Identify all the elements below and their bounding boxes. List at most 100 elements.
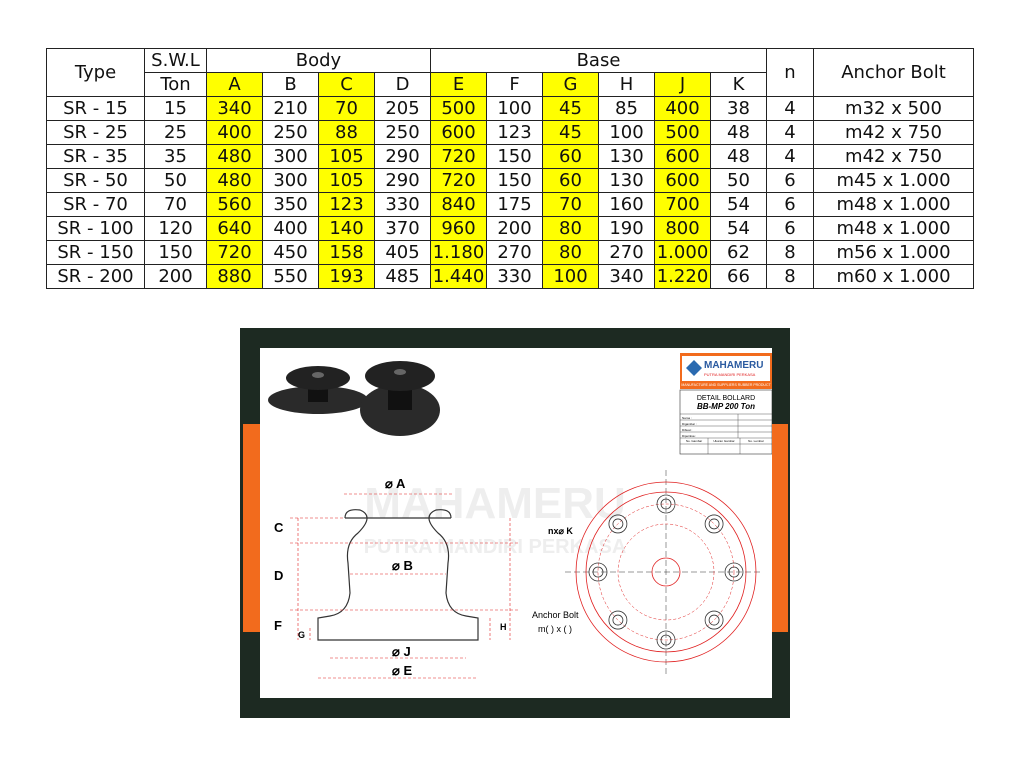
table-cell: 4 <box>766 96 814 121</box>
bolt-hole <box>656 630 676 650</box>
logo-sub: PUTRA MANDIRI PERKASA <box>704 372 756 377</box>
table-cell: 480 <box>206 144 263 169</box>
table-cell: 60 <box>542 144 599 169</box>
table-row: SR - 70 70 560 350 123 330 840 175 70 160 700 54 6 m4… <box>46 192 974 217</box>
table-cell: 150 <box>486 168 543 193</box>
header-swl: S.W.L <box>144 48 207 73</box>
label-d: D <box>274 568 283 583</box>
table-cell: 290 <box>374 144 431 169</box>
bolt-hole <box>704 514 724 534</box>
table-cell: 62 <box>710 240 767 265</box>
header-col-b: B <box>262 72 319 97</box>
table-cell: SR - 50 <box>46 168 145 193</box>
bolt-hole <box>708 614 720 626</box>
table-cell: 150 <box>144 240 207 265</box>
table-cell: 175 <box>486 192 543 217</box>
table-cell: 45 <box>542 120 599 145</box>
bolt-hole <box>612 614 624 626</box>
drawing-model: BB-MP 200 Ton <box>697 402 755 411</box>
bollard-profile <box>317 509 479 641</box>
label-anchor-bolt: Anchor Bolt <box>532 610 579 620</box>
table-cell: m48 x 1.000 <box>813 192 974 217</box>
table-cell: m32 x 500 <box>813 96 974 121</box>
table-cell: 66 <box>710 264 767 289</box>
table-cell: 405 <box>374 240 431 265</box>
table-cell: 50 <box>710 168 767 193</box>
table-row: SR - 50 50 480 300 105 290 720 150 60 130 600 50 6 m4… <box>46 168 974 193</box>
header-col-h: H <box>598 72 655 97</box>
bolt-hole <box>660 634 672 646</box>
table-cell: 300 <box>262 144 319 169</box>
table-cell: SR - 25 <box>46 120 145 145</box>
label-j: ⌀ J <box>392 644 411 659</box>
table-cell: m48 x 1.000 <box>813 216 974 241</box>
table-cell: 120 <box>144 216 207 241</box>
table-cell: 960 <box>430 216 487 241</box>
table-cell: 190 <box>598 216 655 241</box>
label-h: H <box>500 622 507 632</box>
label-c: C <box>274 520 284 535</box>
table-cell: 340 <box>598 264 655 289</box>
table-cell: 100 <box>542 264 599 289</box>
table-cell: 15 <box>144 96 207 121</box>
table-cell: 250 <box>262 120 319 145</box>
bolt-hole <box>588 562 608 582</box>
table-cell: 400 <box>654 96 711 121</box>
table-cell: 600 <box>430 120 487 145</box>
table-cell: 6 <box>766 168 814 193</box>
header-col-j: J <box>654 72 711 97</box>
label-b: ⌀ B <box>392 558 413 573</box>
bolt-hole <box>704 610 724 630</box>
bolt-hole <box>608 514 628 534</box>
header-anchor-bolt: Anchor Bolt <box>813 48 974 97</box>
table-cell: 50 <box>144 168 207 193</box>
table-cell: 70 <box>144 192 207 217</box>
table-cell: 123 <box>486 120 543 145</box>
frame-accent-left <box>243 424 260 632</box>
header-col-c: C <box>318 72 375 97</box>
header-col-a: A <box>206 72 263 97</box>
label-k: nx⌀ K <box>548 526 573 536</box>
logo-tagline: MANUFACTURE AND SUPPLIERS RUBBER PRODUCT <box>681 383 771 387</box>
table-cell: 85 <box>598 96 655 121</box>
field-made: Dibuat : <box>682 428 693 432</box>
table-row: SR - 15 15 340 210 70 205 500 100 45 85 400 38 4 m32 … <box>46 96 974 121</box>
table-cell: 370 <box>374 216 431 241</box>
header-col-f: F <box>486 72 543 97</box>
table-cell: 48 <box>710 120 767 145</box>
table-cell: SR - 35 <box>46 144 145 169</box>
table-cell: m45 x 1.000 <box>813 168 974 193</box>
watermark: MAHAMERU <box>364 479 626 528</box>
table-cell: 720 <box>430 168 487 193</box>
table-cell: 330 <box>374 192 431 217</box>
table-cell: 45 <box>542 96 599 121</box>
table-cell: 100 <box>486 96 543 121</box>
title-block: MAHAMERU PUTRA MANDIRI PERKASA MANUFACTU… <box>679 353 773 455</box>
table-cell: 1.220 <box>654 264 711 289</box>
table-cell: 105 <box>318 168 375 193</box>
table-cell: 550 <box>262 264 319 289</box>
label-e: ⌀ E <box>392 663 412 678</box>
label-f: F <box>274 618 282 633</box>
bolt-hole <box>612 518 624 530</box>
bolt-hole <box>728 566 740 578</box>
bolt-hole <box>656 494 676 514</box>
table-cell: 88 <box>318 120 375 145</box>
table-cell: 205 <box>374 96 431 121</box>
header-n: n <box>766 48 814 97</box>
table-cell: 720 <box>206 240 263 265</box>
table-cell: 600 <box>654 144 711 169</box>
header-base: Base <box>430 48 767 73</box>
table-cell: 8 <box>766 240 814 265</box>
bollard-spec-table: Type S.W.L Body Base n Anchor Bolt Ton A… <box>46 48 974 289</box>
header-swl-unit: Ton <box>144 72 207 97</box>
field-drawn: Digambar : <box>682 422 697 426</box>
table-cell: 720 <box>430 144 487 169</box>
table-cell: 400 <box>206 120 263 145</box>
table-cell: 8 <box>766 264 814 289</box>
label-g: G <box>298 630 305 640</box>
table-cell: 350 <box>262 192 319 217</box>
footer-drawing-no: No. Gambar <box>686 439 702 443</box>
table-cell: 80 <box>542 240 599 265</box>
table-cell: 330 <box>486 264 543 289</box>
